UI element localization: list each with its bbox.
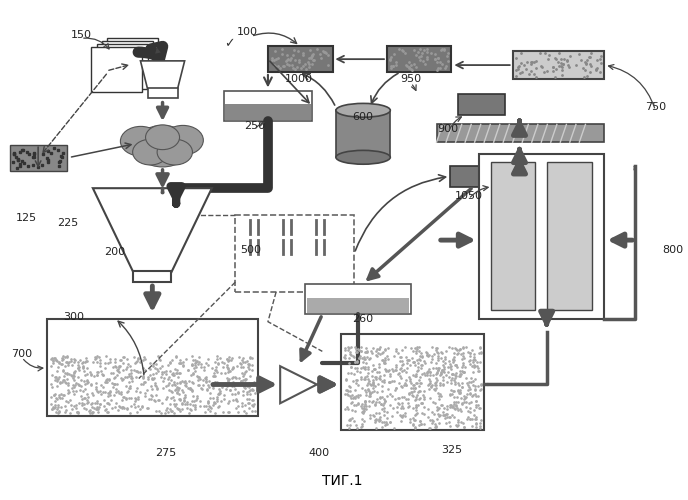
Polygon shape: [140, 61, 184, 89]
Text: 800: 800: [662, 245, 683, 255]
Text: 500: 500: [240, 245, 261, 255]
FancyBboxPatch shape: [341, 334, 484, 430]
Circle shape: [134, 126, 191, 167]
Text: 1050: 1050: [455, 190, 482, 200]
FancyBboxPatch shape: [548, 162, 592, 310]
FancyBboxPatch shape: [10, 145, 67, 171]
Text: 300: 300: [64, 312, 85, 322]
Circle shape: [157, 139, 193, 165]
FancyBboxPatch shape: [336, 110, 390, 158]
Text: ✓: ✓: [224, 38, 235, 51]
Text: 200: 200: [105, 248, 125, 258]
FancyBboxPatch shape: [47, 319, 258, 416]
Text: 150: 150: [70, 30, 92, 40]
Text: 600: 600: [353, 112, 374, 122]
FancyBboxPatch shape: [491, 162, 535, 310]
Circle shape: [146, 125, 180, 150]
FancyBboxPatch shape: [92, 48, 142, 92]
Text: 250: 250: [244, 122, 265, 132]
FancyBboxPatch shape: [307, 298, 409, 314]
Polygon shape: [93, 188, 212, 272]
Polygon shape: [280, 366, 317, 404]
FancyBboxPatch shape: [479, 154, 605, 319]
FancyBboxPatch shape: [268, 46, 332, 72]
FancyBboxPatch shape: [387, 46, 451, 72]
Text: 125: 125: [16, 213, 37, 223]
Circle shape: [162, 126, 204, 155]
Text: 750: 750: [645, 102, 666, 112]
Circle shape: [133, 139, 168, 165]
Text: 275: 275: [155, 448, 177, 458]
FancyBboxPatch shape: [450, 166, 496, 186]
Text: 700: 700: [11, 349, 32, 359]
Text: 400: 400: [308, 448, 330, 458]
FancyBboxPatch shape: [107, 38, 158, 83]
FancyBboxPatch shape: [513, 50, 605, 80]
Text: 950: 950: [400, 74, 421, 85]
Ellipse shape: [336, 150, 390, 164]
Text: 225: 225: [56, 218, 78, 228]
FancyBboxPatch shape: [224, 91, 312, 122]
FancyBboxPatch shape: [96, 44, 148, 89]
Text: 100: 100: [237, 27, 258, 37]
FancyBboxPatch shape: [458, 94, 504, 115]
FancyBboxPatch shape: [437, 124, 605, 142]
Circle shape: [120, 126, 161, 156]
FancyBboxPatch shape: [305, 284, 411, 314]
Text: 325: 325: [441, 446, 462, 456]
FancyBboxPatch shape: [102, 42, 153, 86]
Ellipse shape: [336, 104, 390, 117]
Text: ΤИГ.1: ΤИГ.1: [323, 474, 363, 488]
FancyBboxPatch shape: [148, 88, 178, 98]
Text: 1000: 1000: [285, 74, 312, 85]
FancyBboxPatch shape: [225, 104, 311, 120]
Text: 260: 260: [352, 314, 374, 324]
FancyBboxPatch shape: [133, 272, 171, 282]
Text: 900: 900: [438, 124, 459, 134]
